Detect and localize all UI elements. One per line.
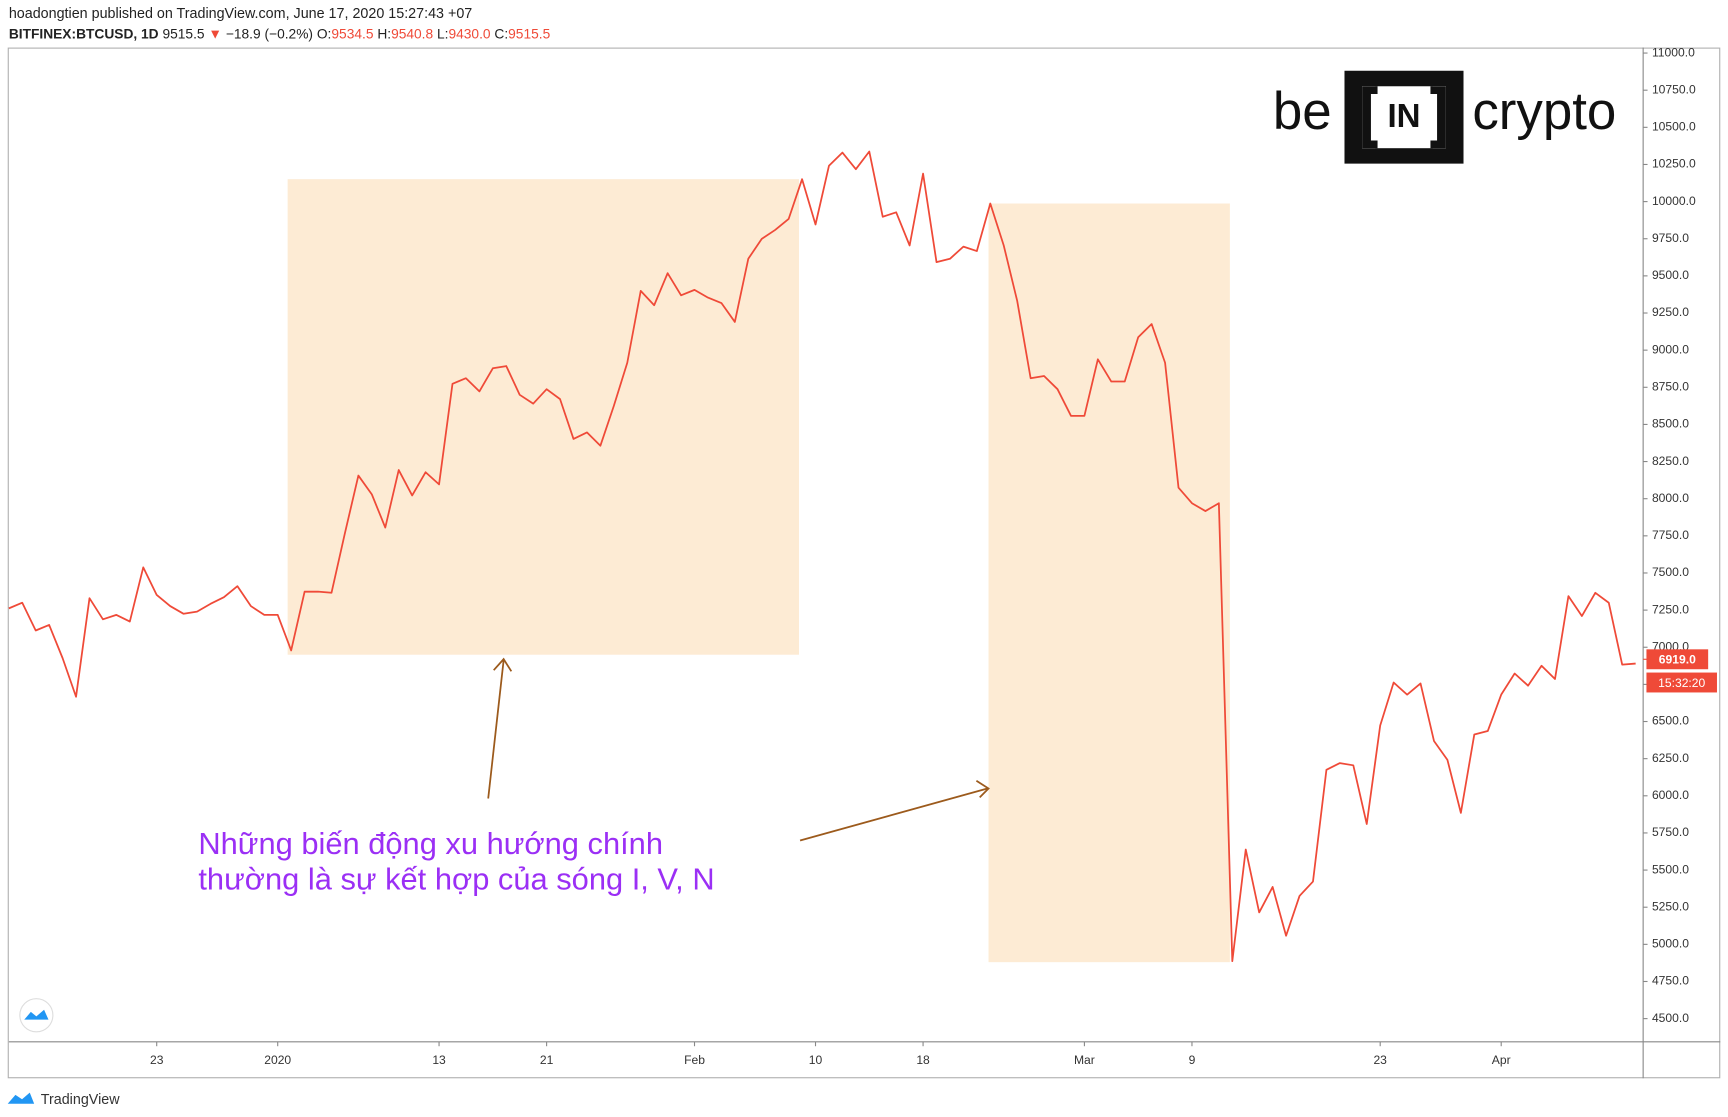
x-tick-label: Mar [1074, 1053, 1095, 1067]
arrow: ▼ [208, 26, 222, 41]
symbol: BITFINEX:BTCUSD, 1D [9, 26, 159, 41]
logo: be IN crypto [1273, 70, 1616, 164]
o-label: O: [317, 26, 332, 41]
countdown-label: 15:32:20 [1658, 676, 1705, 690]
footer-icon [7, 1092, 35, 1104]
y-tick-label: 7250.0 [1652, 602, 1689, 616]
y-tick-label: 6000.0 [1652, 788, 1689, 802]
highlight-box [988, 203, 1230, 963]
y-tick-label: 9250.0 [1652, 305, 1689, 319]
x-tick-label: 23 [150, 1053, 164, 1067]
y-tick-label: 9000.0 [1652, 342, 1689, 356]
y-tick-label: 6500.0 [1652, 714, 1689, 728]
arrow [799, 787, 988, 842]
logo-bracket [1362, 86, 1446, 149]
x-tick-label: Feb [684, 1053, 705, 1067]
arrow [487, 660, 505, 799]
x-tick-label: 9 [1189, 1053, 1196, 1067]
x-tick-label: 13 [432, 1053, 446, 1067]
annotation: Những biến động xu hướng chính [198, 826, 663, 861]
arrowhead [975, 780, 990, 799]
tv-badge-icon [24, 1009, 49, 1020]
y-tick-label: 5250.0 [1652, 899, 1689, 913]
symbol-line: BITFINEX:BTCUSD, 1D 9515.5 ▼ −18.9 (−0.2… [9, 26, 551, 41]
logo-in: IN [1387, 98, 1420, 135]
y-tick-label: 10250.0 [1652, 157, 1696, 171]
price-line [8, 150, 1636, 963]
arrowhead [493, 657, 513, 672]
arrows [487, 657, 990, 842]
tv-badge [19, 998, 54, 1033]
plot: 4500.0 4750.0 5000.0 5250.0 5500.0 5750.0 6000… [8, 45, 1717, 1067]
x-tick-label: 10 [809, 1053, 823, 1067]
y-tick-label: 7500.0 [1652, 565, 1689, 579]
last: 9515.5 [162, 26, 204, 41]
annotation: thường là sự kết hợp của sóng I, V, N [198, 862, 714, 897]
y-tick-label: 6250.0 [1652, 751, 1689, 765]
x-tick-label: Apr [1492, 1053, 1511, 1067]
y-tick-label: 8250.0 [1652, 454, 1689, 468]
y-tick-label: 10000.0 [1652, 194, 1696, 208]
c-label: C: [494, 26, 508, 41]
y-tick-label: 10500.0 [1652, 120, 1696, 134]
footer: TradingView [41, 1092, 120, 1108]
high: 9540.8 [391, 26, 433, 41]
close: 9515.5 [508, 26, 550, 41]
y-tick-label: 7750.0 [1652, 528, 1689, 542]
x-tick-label: 23 [1373, 1053, 1387, 1067]
l-label: L: [437, 26, 448, 41]
y-tick-label: 8500.0 [1652, 417, 1689, 431]
logo-text: be [1273, 82, 1332, 141]
y-tick-label: 8000.0 [1652, 491, 1689, 505]
price-tag-label: 6919.0 [1659, 653, 1696, 667]
logo-inner [1362, 86, 1446, 149]
x-tick-label: 21 [540, 1053, 554, 1067]
low: 9430.0 [448, 26, 490, 41]
logo-text: crypto [1472, 82, 1616, 141]
y-tick-label: 5750.0 [1652, 825, 1689, 839]
frame [7, 47, 1721, 1079]
change: −18.9 (−0.2%) [226, 26, 313, 41]
y-tick-label: 8750.0 [1652, 379, 1689, 393]
countdown-tag [1646, 672, 1717, 693]
y-tick-label: 10750.0 [1652, 82, 1696, 96]
y-tick-label: 11000.0 [1652, 45, 1695, 59]
x-tick-label: 18 [916, 1053, 930, 1067]
y-tick-label: 4750.0 [1652, 974, 1689, 988]
y-tick-label: 5500.0 [1652, 862, 1689, 876]
open: 9534.5 [331, 26, 373, 41]
y-tick-label: 4500.0 [1652, 1011, 1689, 1025]
publisher: hoadongtien published on TradingView.com… [9, 6, 472, 22]
y-tick-label: 9750.0 [1652, 231, 1689, 245]
x-tick-label: 2020 [264, 1053, 291, 1067]
highlight-box [287, 179, 799, 655]
price-tag [1646, 649, 1709, 670]
y-tick-label: 5000.0 [1652, 937, 1689, 951]
y-tick-label: 9500.0 [1652, 268, 1689, 282]
h-label: H: [377, 26, 391, 41]
